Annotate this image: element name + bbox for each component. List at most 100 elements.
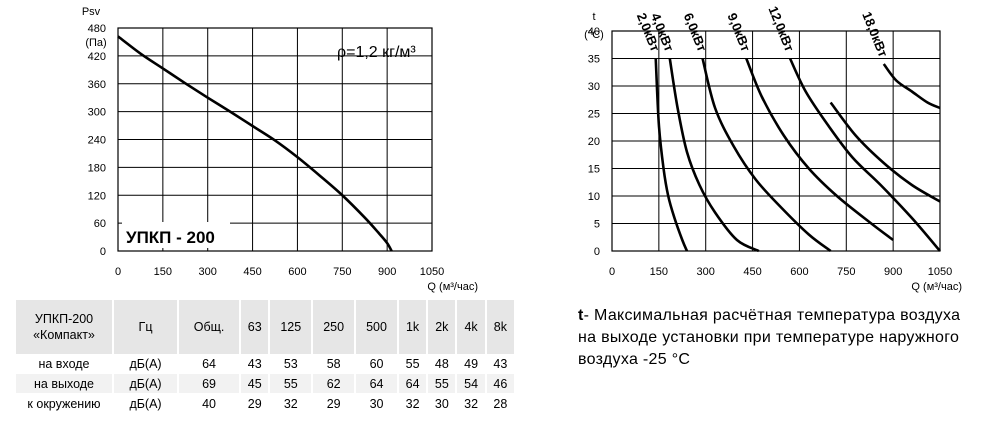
y-tick-label: 240 [88,135,106,147]
table-row: на выходе дБ(А) 69 45 55 62 64 64 55 54 46 [16,374,514,394]
table-cell: 69 [179,374,240,394]
y-tick-label: 10 [588,191,600,203]
table-header-cell: 250 [313,300,355,354]
temperature-curve [882,63,941,110]
table-header-cell: 500 [356,300,397,354]
table-cell: 55 [270,374,312,394]
x-tick-label: 450 [743,266,761,278]
table-cell: 32 [270,394,312,414]
table-cell: 53 [270,354,312,374]
table-header-cell: УПКП-200 «Компакт» [16,300,112,354]
noise-table: УПКП-200 «Компакт» Гц Общ. 63 125 250 500 1k 2k 4… [14,300,516,414]
y-tick-label: 420 [88,51,106,63]
table-cell: 28 [486,394,514,414]
model-label: УПКП - 200 [126,228,215,247]
pressure-chart-series [117,35,393,252]
series-label: 18,0кВт [859,10,891,60]
series-label: 9,0кВт [724,11,753,54]
y-tick-label: 40 [588,26,600,38]
pressure-chart-xlabel: Q (м³/час) [427,281,478,293]
table-cell: 64 [398,374,427,394]
temperature-curve [701,58,832,253]
plot-frame [611,30,941,252]
table-cell: 32 [457,394,485,414]
pressure-chart-yunit: (Па) [85,37,106,49]
note-text: - Максимальная расчётная температура воз… [578,307,961,368]
x-tick-label: 1050 [928,266,952,278]
table-cell: 64 [179,354,240,374]
x-tick-label: 1050 [420,266,444,278]
temperature-chart: 0 150 300 450 600 750 900 10500510152025303540 … [584,4,962,293]
plot-frame [117,27,433,252]
y-tick-label: 180 [88,162,106,174]
y-tick-label: 35 [588,54,600,66]
table-cell: 55 [428,374,456,394]
table-cell: 32 [398,394,427,414]
x-tick-label: 150 [154,266,172,278]
table-cell: 43 [241,354,269,374]
temperature-note: t- Максимальная расчётная температура во… [578,305,978,371]
table-cell: к окружению [16,394,112,414]
table-header-cell: 8k [486,300,514,354]
density-label: ρ=1,2 кг/м³ [337,44,416,61]
y-tick-label: 300 [88,107,106,119]
pressure-chart-ticks: 0 150 300 450 600 750 900 1050 0 60 120 180 240 300 36… [88,23,445,278]
table-cell: 40 [179,394,240,414]
y-tick-label: 120 [88,190,106,202]
table-cell: 58 [313,354,355,374]
table-header-cell: Общ. [179,300,240,354]
table-cell: дБ(А) [114,394,178,414]
table-cell: 48 [428,354,456,374]
x-tick-label: 600 [790,266,808,278]
x-tick-label: 900 [378,266,396,278]
table-cell: 43 [486,354,514,374]
noise-table-body: на входе дБ(А) 64 43 53 58 60 55 48 49 43 на выходе… [16,354,514,414]
temperature-chart-series [654,57,941,253]
table-cell: 60 [356,354,397,374]
y-tick-label: 5 [594,219,600,231]
table-cell: 45 [241,374,269,394]
x-tick-label: 900 [884,266,902,278]
y-tick-label: 25 [588,109,600,121]
table-header-cell: Гц [114,300,178,354]
table-cell: на входе [16,354,112,374]
table-header-cell: 4k [457,300,485,354]
table-cell: 62 [313,374,355,394]
y-tick-label: 20 [588,136,600,148]
x-tick-label: 750 [837,266,855,278]
table-cell: 30 [356,394,397,414]
note-symbol: t [578,307,584,324]
y-tick-label: 30 [588,81,600,93]
x-tick-label: 300 [199,266,217,278]
x-tick-label: 600 [288,266,306,278]
y-tick-label: 0 [594,246,600,258]
table-cell: 49 [457,354,485,374]
noise-table-header: УПКП-200 «Компакт» Гц Общ. 63 125 250 500 1k 2k 4… [16,300,514,354]
pressure-curve [117,35,393,252]
table-cell: 29 [313,394,355,414]
pressure-chart-ylabel: Psv [82,6,101,18]
table-cell: на выходе [16,374,112,394]
table-row: к окружению дБ(А) 40 29 32 29 30 32 30 32 28 [16,394,514,414]
x-tick-label: 150 [650,266,668,278]
table-cell: 64 [356,374,397,394]
table-cell: 30 [428,394,456,414]
temperature-chart-grid [611,30,941,252]
y-tick-label: 360 [88,79,106,91]
table-row: на входе дБ(А) 64 43 53 58 60 55 48 49 43 [16,354,514,374]
series-label: 12,0кВт [766,4,798,54]
temperature-curve [654,58,689,252]
temperature-curve [668,58,760,253]
x-tick-label: 0 [115,266,121,278]
table-cell: дБ(А) [114,354,178,374]
table-header-cell: 2k [428,300,456,354]
table-cell: дБ(А) [114,374,178,394]
x-tick-label: 450 [243,266,261,278]
pressure-chart: 0 150 300 450 600 750 900 1050 0 60 120 180 240 300 36… [82,6,478,293]
x-tick-label: 0 [609,266,615,278]
table-header-cell: 63 [241,300,269,354]
y-tick-label: 60 [94,218,106,230]
temperature-curve [788,57,941,252]
temperature-chart-xlabel: Q (м³/час) [911,281,962,293]
temperature-chart-yunit: (°C) [584,29,604,41]
